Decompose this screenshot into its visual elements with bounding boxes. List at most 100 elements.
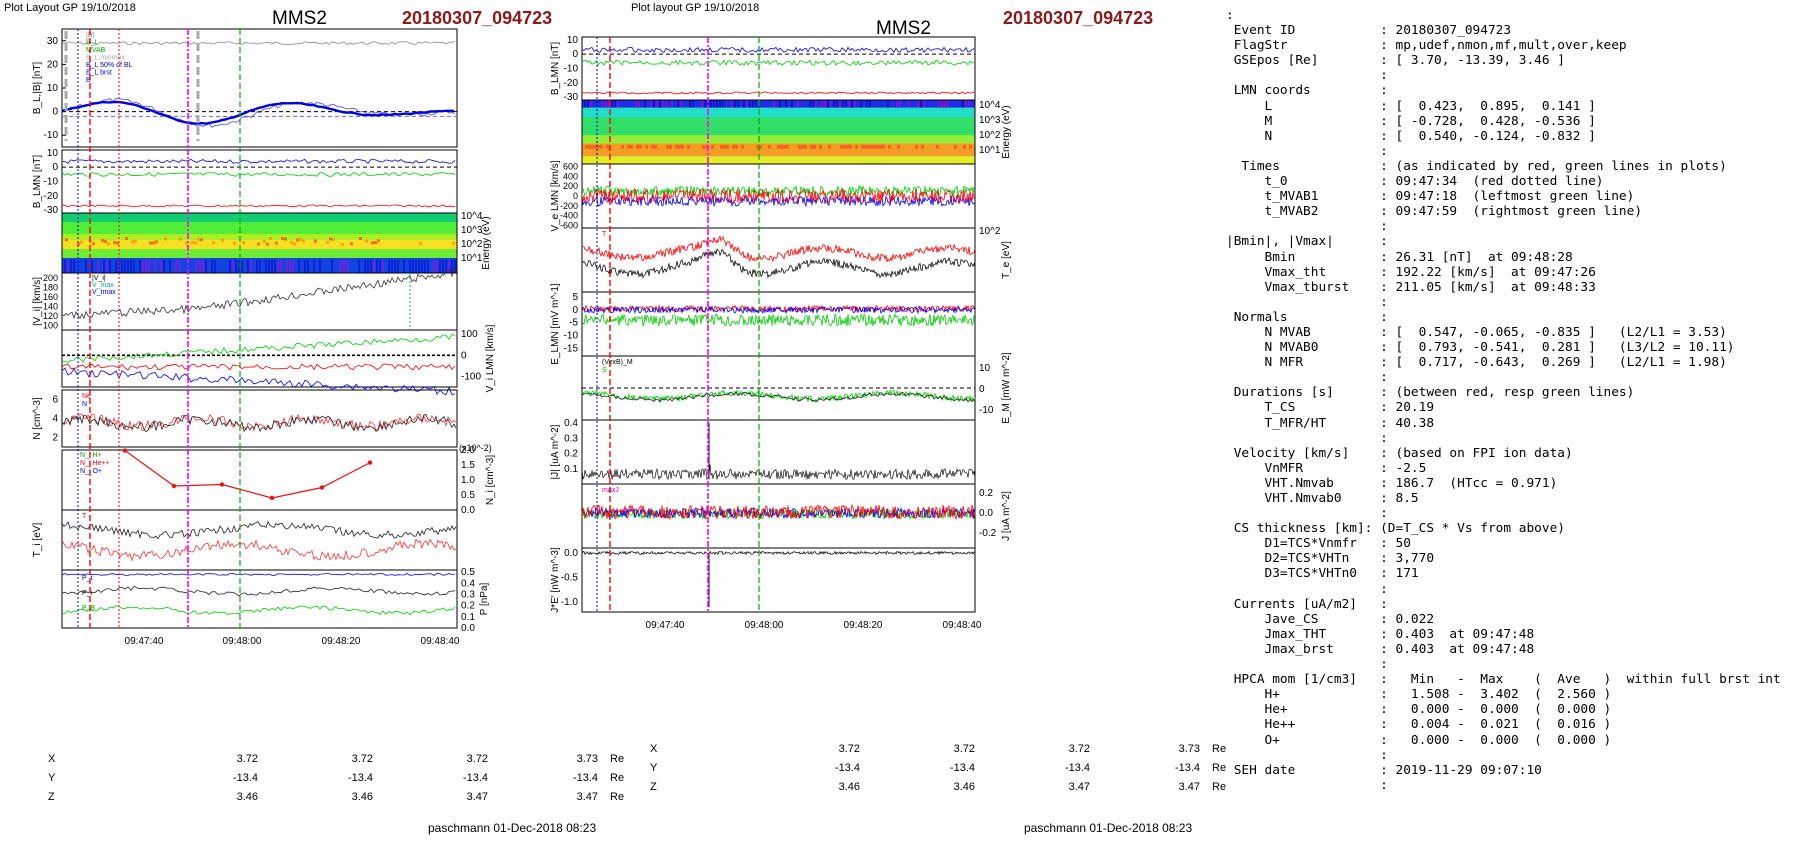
tick-label: -0.5 — [561, 573, 579, 584]
info-line: : — [1226, 68, 1388, 84]
spectrogram-cell — [969, 144, 972, 149]
legend-entry: MVAB — [86, 47, 106, 54]
spectrogram-cell — [867, 144, 870, 149]
info-line: t_MVAB1 : 09:47:18 (leftmost green line) — [1226, 189, 1635, 205]
series-line — [61, 204, 456, 208]
panel-frame — [61, 28, 458, 148]
tick-label: 0.2 — [461, 601, 475, 612]
series-line — [581, 235, 976, 263]
scale-note: (x10^-2) — [459, 443, 492, 453]
spectrogram-cell — [777, 144, 780, 149]
info-line: CS thickness [km]: (D=T_CS * Vs from abo… — [1226, 521, 1565, 537]
axis-label: E_LMN [mV m^-1] — [550, 283, 561, 365]
tick-label: 10^2 — [979, 130, 1001, 141]
middle-chart: 10 0 -10 -20 -30B_LMN [nT] 10^4 10^3 10^2 10^1 En… — [550, 35, 1012, 631]
time-tick-label: 09:48:40 — [421, 636, 460, 647]
spectrogram-cell — [963, 144, 966, 149]
spectrogram-cell — [284, 237, 287, 241]
info-line: : — [1226, 8, 1234, 23]
panel-frame — [61, 569, 458, 629]
info-line: HPCA mom [1/cm3] : Min - Max ( Ave ) wit… — [1226, 672, 1781, 688]
tick-label: 100 — [461, 329, 478, 340]
spectrogram-cell — [639, 144, 642, 149]
tick-label: 1.0 — [461, 475, 475, 486]
legend-entry: P_i — [82, 590, 93, 597]
info-line: |Bmin|, |Vmax| : — [1226, 234, 1388, 250]
tick-label: 0 — [572, 49, 578, 60]
legend-entry: N — [82, 401, 87, 408]
info-line: VHT.Nmvab0 : 8.5 — [1226, 491, 1419, 506]
tick-label: 160 — [43, 292, 58, 302]
energy-spectrogram — [62, 213, 457, 273]
data-point — [122, 448, 128, 453]
info-line: Velocity [km/s] : (based on FPI ion data… — [1226, 445, 1573, 461]
middle-panels: 10 0 -10 -20 -30B_LMN [nT] 10^4 10^3 10^2 10^1 En… — [550, 35, 1012, 631]
spectrogram-cell — [666, 144, 669, 149]
tick-label: 200 — [563, 181, 578, 191]
series-line — [61, 605, 456, 616]
spectrogram-cell — [888, 144, 891, 149]
position-value: 3.72 — [466, 752, 488, 765]
position-unit: Re — [610, 790, 625, 803]
info-line: VnMFR : -2.5 — [1226, 460, 1427, 476]
spectrogram-cell — [113, 240, 116, 244]
tick-label: 0.0 — [461, 623, 475, 634]
tick-label: 0.3 — [564, 433, 578, 444]
position-value: -13.4 — [347, 771, 373, 784]
position-label: Y — [48, 771, 56, 784]
info-line: SEH date : 2019-11-29 09:07:10 — [1226, 762, 1542, 778]
position-row: X 3.72 3.72 3.72 3.73 Re — [650, 739, 1247, 758]
tick-label: 200 — [43, 273, 58, 283]
spectrogram-cell — [843, 144, 846, 149]
panel-frame — [581, 36, 976, 101]
tick-label: -10 — [979, 405, 994, 416]
spectrogram-cell — [726, 144, 729, 149]
tick-label: 4 — [52, 414, 58, 425]
position-unit: Re — [610, 771, 625, 784]
position-label: X — [650, 742, 658, 755]
spectrogram-cell — [864, 144, 867, 149]
series-line — [61, 538, 457, 562]
spectrogram-cell — [212, 241, 215, 245]
spectrogram-cell — [200, 238, 203, 242]
spectrogram-cell — [681, 144, 684, 149]
middle-layout-label: Plot layout GP 19/10/2018 — [631, 2, 760, 14]
tick-label: 10^1 — [979, 145, 1001, 156]
axis-label: J*E' [nW m^-3] — [550, 547, 561, 613]
info-line: Vmax_tht : 192.22 [km/s] at 09:47:26 — [1226, 264, 1596, 280]
series-line — [61, 367, 456, 396]
tick-label: 0 — [52, 162, 58, 173]
tick-label: -20 — [44, 191, 59, 202]
left-spacecraft-label: MMS2 — [272, 8, 327, 29]
series-line — [61, 268, 457, 320]
spectrogram-cell — [131, 240, 134, 244]
tick-label: 6 — [52, 395, 58, 406]
info-line: N MFR : [ 0.717, -0.643, 0.269 ] (L2/L1 … — [1226, 355, 1727, 371]
spectrogram-cell — [326, 240, 329, 244]
position-row: Y -13.4 -13.4 -13.4 -13.4 Re — [650, 758, 1247, 777]
spectrogram-cell — [233, 241, 236, 245]
spectrogram-cell — [732, 144, 735, 149]
legend-entry: N_i O+ — [80, 468, 102, 475]
info-line: : — [1226, 747, 1388, 763]
position-label: Y — [650, 761, 658, 774]
position-row: Z 3.46 3.46 3.47 3.47 Re — [48, 787, 645, 806]
tick-label: 10^2 — [461, 239, 483, 250]
position-unit: Re — [1212, 742, 1227, 755]
tick-label: 2.0 — [461, 445, 475, 456]
tick-label: -100 — [461, 371, 481, 382]
spectrogram-cell — [155, 240, 158, 244]
spectrogram-cell — [897, 144, 900, 149]
info-line: T_MFR/HT : 40.38 — [1226, 415, 1435, 431]
spectrogram-cell — [621, 144, 624, 149]
spectrogram-cell — [290, 240, 293, 244]
axis-label: N_i [cm^-3] — [485, 455, 496, 505]
spectrogram-cell — [594, 144, 597, 149]
tick-label: 0.0 — [564, 548, 578, 559]
time-tick-label: 09:48:40 — [943, 620, 982, 631]
series-line — [581, 248, 976, 279]
info-line: Times : (as indicated by red, green line… — [1226, 158, 1727, 174]
info-line: D3=TCS*VHTn0 : 171 — [1226, 566, 1419, 582]
axis-label: B_L,|B| [nT] — [32, 62, 43, 115]
